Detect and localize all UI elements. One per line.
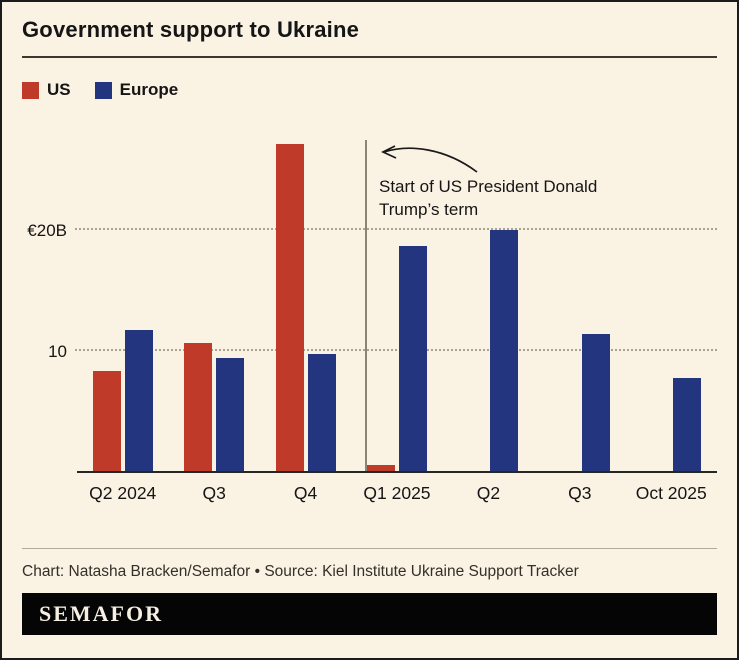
bar-europe (216, 357, 245, 471)
y-tick-label: 10 (48, 341, 67, 361)
annotation-arrow-icon (381, 145, 478, 173)
legend-item-europe: Europe (94, 80, 179, 100)
bar-group-q2 (443, 140, 534, 471)
x-tick-label: Q4 (293, 483, 318, 503)
legend-swatch-icon (22, 81, 39, 99)
bar-europe (673, 378, 702, 471)
plot-area: Start of US President Donald Trump’s ter… (75, 140, 717, 473)
legend-label: US (47, 80, 71, 99)
x-tick-label: Q2 2024 (89, 483, 157, 503)
gridline-10 (75, 348, 717, 351)
title-divider (22, 56, 717, 58)
chart-area: €20B 10 Start of US President Donald Trum… (22, 140, 717, 473)
bar-group-q2-2024 (77, 140, 168, 471)
y-tick-label: €20B (27, 220, 67, 240)
x-tick-label: Q3 (568, 483, 592, 503)
bar-us (275, 143, 304, 471)
legend-label: Europe (119, 80, 179, 99)
annotation-text: Start of US President Donald Trump’s ter… (379, 177, 598, 219)
x-tick-label: Q2 (476, 483, 501, 503)
bar-group-q4 (260, 140, 351, 471)
bar-europe (307, 354, 336, 471)
semafor-logo-bar: SEMAFOR (22, 593, 717, 635)
x-tick-label: Q1 2025 (363, 483, 431, 503)
bar-us (366, 464, 395, 471)
footer-divider (22, 548, 717, 549)
bar-europe (490, 230, 519, 471)
bar-group-oct-2025 (626, 140, 717, 471)
bars (77, 140, 717, 471)
y-axis: €20B 10 (22, 140, 77, 473)
semafor-wordmark: SEMAFOR (39, 601, 163, 626)
bar-group-q3 (168, 140, 259, 471)
trump-term-reference-line (365, 140, 367, 471)
bar-us (92, 371, 121, 471)
x-axis: Q2 2024 Q3 Q4 Q1 2025 Q2 Q3 Oct 2025 (77, 483, 717, 504)
gridline-20 (75, 228, 717, 231)
legend: US Europe (22, 80, 717, 100)
bar-europe (398, 245, 427, 471)
bar-group-q3 (534, 140, 625, 471)
legend-item-us: US (22, 80, 71, 100)
bar-us (184, 343, 213, 471)
source-credit: Chart: Natasha Bracken/Semafor • Source:… (22, 563, 579, 580)
page-title: Government support to Ukraine (22, 17, 360, 42)
bar-europe (581, 333, 610, 471)
x-tick-label: Oct 2025 (635, 483, 707, 503)
bar-group-q1-2025 (351, 140, 442, 471)
legend-swatch-icon (94, 81, 112, 99)
bar-europe (124, 330, 153, 471)
x-tick-label: Q3 (202, 483, 226, 503)
